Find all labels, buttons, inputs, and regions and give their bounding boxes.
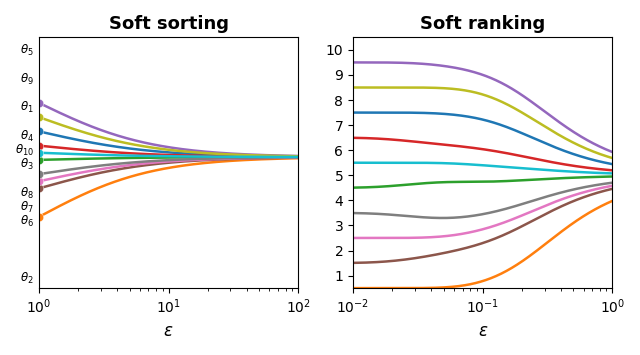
Title: Soft ranking: Soft ranking	[420, 15, 545, 33]
Title: Soft sorting: Soft sorting	[109, 15, 228, 33]
X-axis label: $\varepsilon$: $\varepsilon$	[477, 322, 488, 340]
X-axis label: $\varepsilon$: $\varepsilon$	[163, 322, 173, 340]
